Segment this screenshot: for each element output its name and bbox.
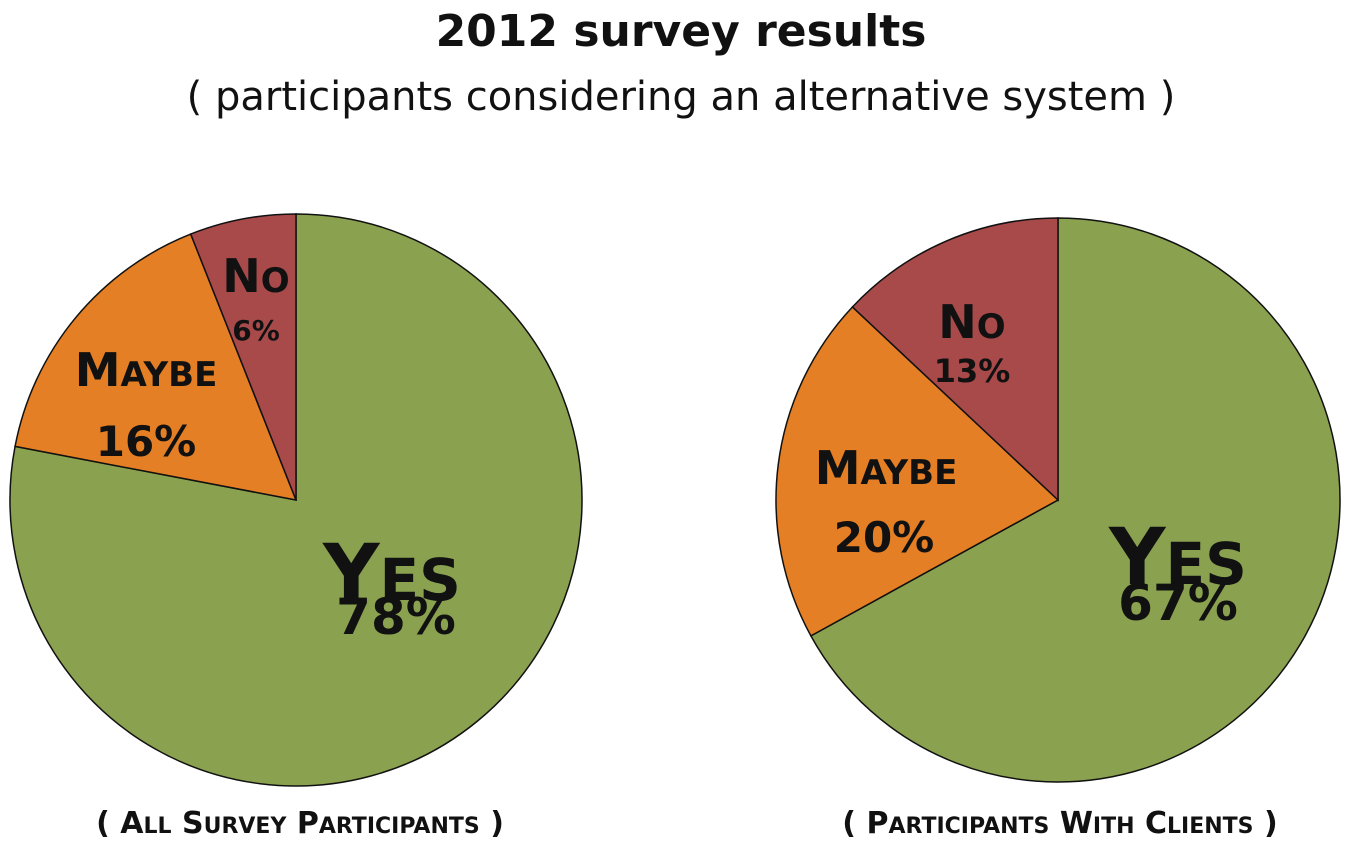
slice-label-no: NO — [938, 295, 1005, 349]
slice-percent-maybe: 16% — [96, 417, 197, 466]
slice-percent-maybe: 20% — [834, 513, 935, 562]
pie-slice-maybe — [14, 233, 298, 501]
pie-slice-no — [189, 213, 297, 501]
slice-label-yes: YES — [1108, 513, 1247, 603]
slice-label-maybe: MAYBE — [815, 441, 958, 495]
slice-percent-yes: 67% — [1118, 574, 1238, 632]
slice-percent-no: 13% — [934, 352, 1011, 390]
slice-percent-yes: 78% — [336, 588, 456, 646]
pie-slice-yes — [809, 217, 1341, 783]
caption-all-participants: ( ALL SURVEY PARTICIPANTS ) — [96, 806, 504, 841]
pie-slice-maybe — [775, 305, 1060, 637]
slice-label-maybe: MAYBE — [75, 343, 218, 397]
chart-subtitle: ( participants considering an alternativ… — [186, 74, 1176, 120]
chart-title: 2012 survey results — [435, 6, 927, 57]
caption-participants-with-clients: ( PARTICIPANTS WITH CLIENTS ) — [842, 806, 1278, 841]
slice-label-yes: YES — [322, 529, 461, 619]
slice-label-no: NO — [222, 249, 289, 303]
slice-percent-no: 6% — [232, 314, 280, 347]
pie-slice-no — [851, 217, 1059, 502]
